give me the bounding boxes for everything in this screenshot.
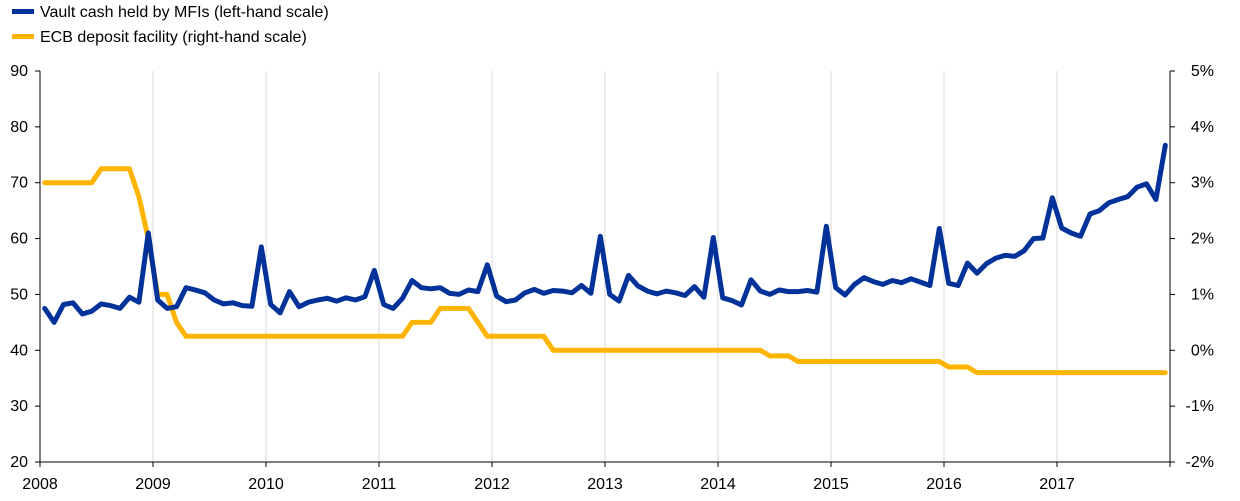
left-tick-label-20: 20 xyxy=(10,454,28,471)
right-tick-label-2pct: 2% xyxy=(1191,231,1214,248)
right-tick-label-4pct: 4% xyxy=(1191,119,1214,136)
series-line-ecb-deposit xyxy=(42,166,1168,376)
right-tick-label--2pct: -2% xyxy=(1186,454,1214,471)
x-axis-tick-labels: 2008 2009 2010 2011 2012 2013 2014 2015 2016 2017 xyxy=(22,462,1171,493)
legend-swatch-ecb-deposit xyxy=(12,34,34,39)
x-tick-label-2011: 2011 xyxy=(362,476,397,493)
left-tick-label-40: 40 xyxy=(10,342,28,359)
x-tick-label-2013: 2013 xyxy=(587,476,623,493)
legend-label-ecb-deposit: ECB deposit facility (right-hand scale) xyxy=(40,29,307,46)
x-tick-label-2017: 2017 xyxy=(1039,476,1075,493)
left-tick-label-70: 70 xyxy=(10,175,28,192)
x-tick-label-2012: 2012 xyxy=(474,476,510,493)
series-line-vault-cash xyxy=(42,142,1168,325)
right-tick-label--1pct: -1% xyxy=(1186,398,1214,415)
series-layer xyxy=(42,142,1168,376)
left-tick-label-30: 30 xyxy=(10,398,28,415)
right-tick-label-5pct: 5% xyxy=(1191,63,1214,80)
x-tick-label-2008: 2008 xyxy=(22,476,58,493)
left-tick-label-90: 90 xyxy=(10,63,28,80)
right-tick-label-1pct: 1% xyxy=(1191,286,1214,303)
x-tick-label-2009: 2009 xyxy=(135,476,171,493)
legend-entry-vault-cash: Vault cash held by MFIs (left-hand scale… xyxy=(12,4,329,21)
left-tick-label-80: 80 xyxy=(10,119,28,136)
left-axis-tick-labels: 20 30 40 50 60 70 80 90 xyxy=(10,63,40,471)
x-tick-label-2016: 2016 xyxy=(926,476,962,493)
legend-label-vault-cash: Vault cash held by MFIs (left-hand scale… xyxy=(40,4,329,21)
right-axis-tick-labels: -2% -1% 0% 1% 2% 3% 4% 5% xyxy=(1170,63,1214,471)
legend-swatch-vault-cash xyxy=(12,9,34,14)
legend-entry-ecb-deposit: ECB deposit facility (right-hand scale) xyxy=(12,29,307,46)
left-tick-label-50: 50 xyxy=(10,286,28,303)
right-tick-label-3pct: 3% xyxy=(1191,175,1214,192)
x-tick-label-2015: 2015 xyxy=(813,476,849,493)
right-tick-label-0pct: 0% xyxy=(1191,342,1214,359)
legend: Vault cash held by MFIs (left-hand scale… xyxy=(12,4,329,46)
x-tick-label-2010: 2010 xyxy=(248,476,284,493)
left-tick-label-60: 60 xyxy=(10,231,28,248)
x-tick-label-2014: 2014 xyxy=(700,476,736,493)
